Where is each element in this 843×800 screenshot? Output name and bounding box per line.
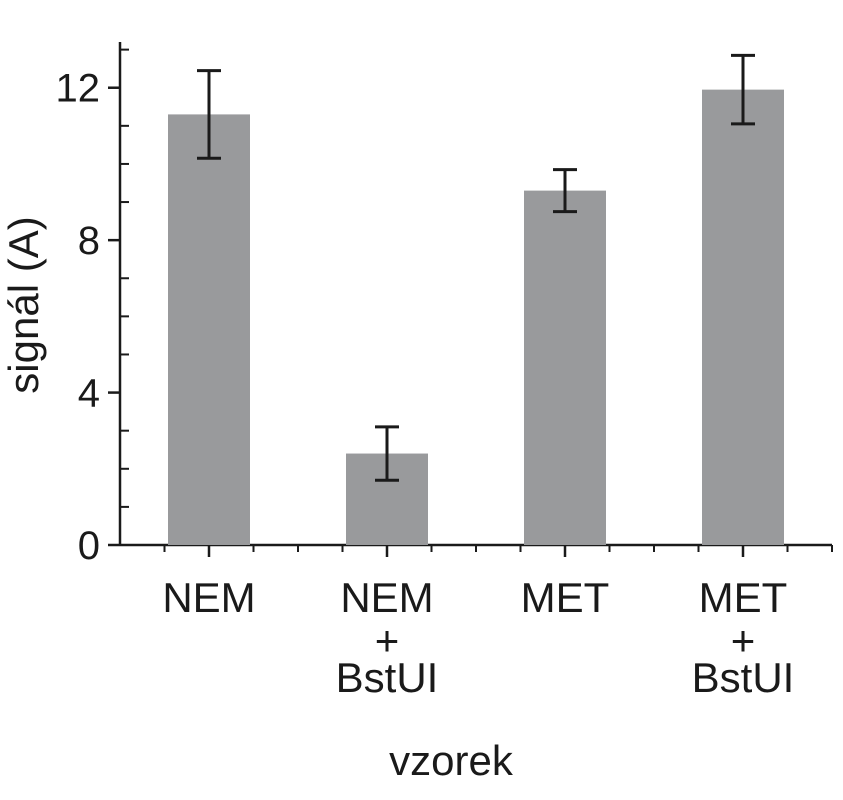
x-tick-label: MET <box>521 574 610 621</box>
x-tick-label: MET <box>699 574 788 621</box>
x-tick-label: + <box>731 617 756 664</box>
y-axis-title: signál (A) <box>0 216 47 393</box>
error-bars <box>197 53 755 482</box>
y-tick-label: 4 <box>78 372 100 416</box>
x-tick-label: BstUI <box>336 654 439 701</box>
bar <box>524 190 606 545</box>
bar <box>702 89 784 546</box>
bar <box>168 114 250 545</box>
x-axis-title: vzorek <box>389 737 514 784</box>
y-tick-label: 0 <box>78 524 100 568</box>
error-bar <box>553 168 577 214</box>
x-tick-label: NEM <box>340 574 433 621</box>
x-tick-label: NEM <box>162 574 255 621</box>
error-bar <box>197 69 221 160</box>
x-tick-label: BstUI <box>692 654 795 701</box>
x-tick-label: + <box>375 617 400 664</box>
error-bar <box>731 53 755 126</box>
y-tick-label: 8 <box>78 219 100 263</box>
bars <box>168 89 784 546</box>
y-tick-label: 12 <box>56 67 101 111</box>
error-bar <box>375 425 399 482</box>
